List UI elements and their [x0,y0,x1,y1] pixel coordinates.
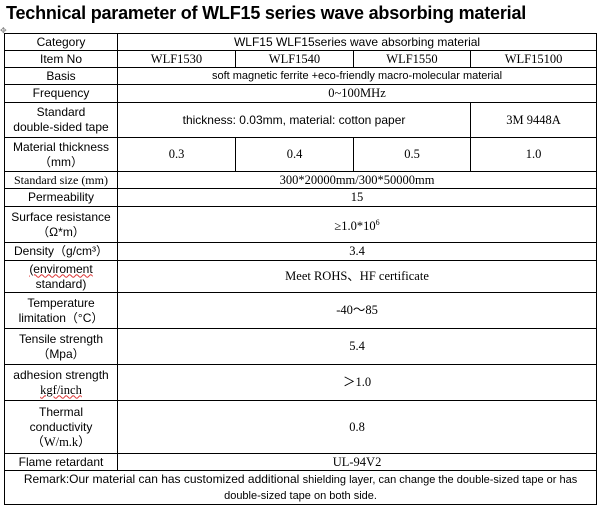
move-handle-icon[interactable]: ✥ [0,26,7,35]
table-row: Item No WLF1530 WLF1540 WLF1550 WLF15100 [4,50,598,68]
permeability-label: Permeability [4,188,118,207]
basis-label: Basis [4,67,118,85]
thickness-1: 0.3 [117,137,236,172]
table-row: Basis soft magnetic ferrite +eco-friendl… [4,67,598,85]
thickness-3: 0.5 [353,137,471,172]
remark-line-2: double-sized tape on both side. [224,490,377,502]
surface-resistance-label: Surface resistance （Ω*m） [4,206,118,243]
table-row: Material thickness （mm） 0.3 0.4 0.5 1.0 [4,137,598,172]
table-row: (enviroment standard) Meet ROHS、HF certi… [4,260,598,293]
page-title: Technical parameter of WLF15 series wave… [6,3,527,23]
table-row: Tensile strength （Mpa） 5.4 [4,328,598,365]
surface-resistance-base: ≥1.0*10 [334,219,376,234]
adhesion-label-line-2: kgf/inch [40,382,82,397]
permeability-value: 15 [116,188,598,207]
table-row: Temperature limitation（°C） -40～85 [4,292,598,329]
temperature-label-line-2: limitation（°C） [18,310,104,325]
adhesion-value: ＞1.0 [116,364,598,401]
table-row: Thermal conductivity （W/m.k） 0.8 [4,400,598,454]
environment-value: Meet ROHS、HF certificate [116,260,598,293]
table-row: Flame retardant UL-94V2 [4,453,598,471]
tensile-value: 5.4 [116,328,598,365]
table-row: adhesion strength kgf/inch ＞1.0 [4,364,598,401]
table-row: Standard double-sided tape thickness: 0.… [4,102,598,138]
item-no-1: WLF1530 [117,50,236,68]
adhesion-label: adhesion strength kgf/inch [4,364,118,401]
spec-table-wrapper: Category WLF15 WLF15series wave absorbin… [3,33,598,505]
frequency-value: 0~100MHz [116,84,598,103]
category-label: Category [4,33,118,51]
thermal-label: Thermal conductivity （W/m.k） [4,400,118,454]
tensile-label: Tensile strength （Mpa） [4,328,118,365]
spec-table: Category WLF15 WLF15series wave absorbin… [3,33,598,505]
frequency-label: Frequency [4,84,118,103]
tensile-label-line-2: （Mpa） [37,346,85,361]
remark-part-2: shielding layer, can change the double-s… [302,474,578,486]
environment-label: (enviroment standard) [4,260,118,293]
thickness-label: Material thickness （mm） [4,137,118,172]
environment-label-line-1: (enviroment [29,261,93,276]
item-no-4: WLF15100 [469,50,598,68]
table-row: Standard size (mm) 300*20000mm/300*50000… [4,171,598,189]
table-row: Density（g/cm³） 3.4 [4,242,598,261]
adhesion-label-line-1: adhesion strength [13,367,109,382]
thermal-label-line-1: Thermal [38,404,83,419]
size-label: Standard size (mm) [4,171,118,189]
environment-label-line-2: standard) [35,276,87,291]
thickness-label-line-2: （mm） [39,154,83,169]
thickness-2: 0.4 [235,137,354,172]
tape-label: Standard double-sided tape [4,102,118,138]
tape-value: thickness: 0.03mm, material: cotton pape… [117,102,471,138]
item-no-label: Item No [4,50,118,68]
remark-cell: Remark:Our material can has customized a… [3,470,598,505]
temperature-value: -40～85 [116,292,598,329]
size-value: 300*20000mm/300*50000mm [116,171,598,189]
item-no-3: WLF1550 [353,50,471,68]
item-no-2: WLF1540 [235,50,354,68]
temperature-label: Temperature limitation（°C） [4,292,118,329]
table-row: Surface resistance （Ω*m） ≥1.0*106 [4,206,598,243]
surface-resistance-label-line-1: Surface resistance [11,209,111,224]
thickness-label-line-1: Material thickness [12,139,110,154]
basis-value: soft magnetic ferrite +eco-friendly macr… [116,67,598,85]
remark-line-1: Remark:Our material can has customized a… [7,472,594,489]
remark-part-1: Remark:Our material can has customized a… [23,472,303,486]
flame-value: UL-94V2 [116,453,598,471]
thermal-label-line-2: conductivity [29,419,93,434]
thermal-value: 0.8 [116,400,598,454]
surface-resistance-exponent: 6 [375,217,380,227]
table-row: Category WLF15 WLF15series wave absorbin… [4,33,598,51]
surface-resistance-value: ≥1.0*106 [116,206,598,243]
table-row: Frequency 0~100MHz [4,84,598,103]
tape-label-line-1: Standard [36,105,86,119]
tensile-label-line-1: Tensile strength [18,331,104,346]
thickness-4: 1.0 [469,137,598,172]
tape-label-line-2: double-sided tape [13,120,109,134]
category-value: WLF15 WLF15series wave absorbing materia… [116,33,598,51]
table-row: Permeability 15 [4,188,598,207]
density-value: 3.4 [116,242,598,261]
thermal-label-line-3: （W/m.k） [31,434,91,449]
table-row: Remark:Our material can has customized a… [3,470,598,505]
surface-resistance-label-line-2: （Ω*m） [37,224,85,239]
density-label: Density（g/cm³） [4,242,118,261]
tape-value-2: 3M 9448A [469,102,598,138]
flame-label: Flame retardant [4,453,118,471]
temperature-label-line-1: Temperature [27,295,95,310]
